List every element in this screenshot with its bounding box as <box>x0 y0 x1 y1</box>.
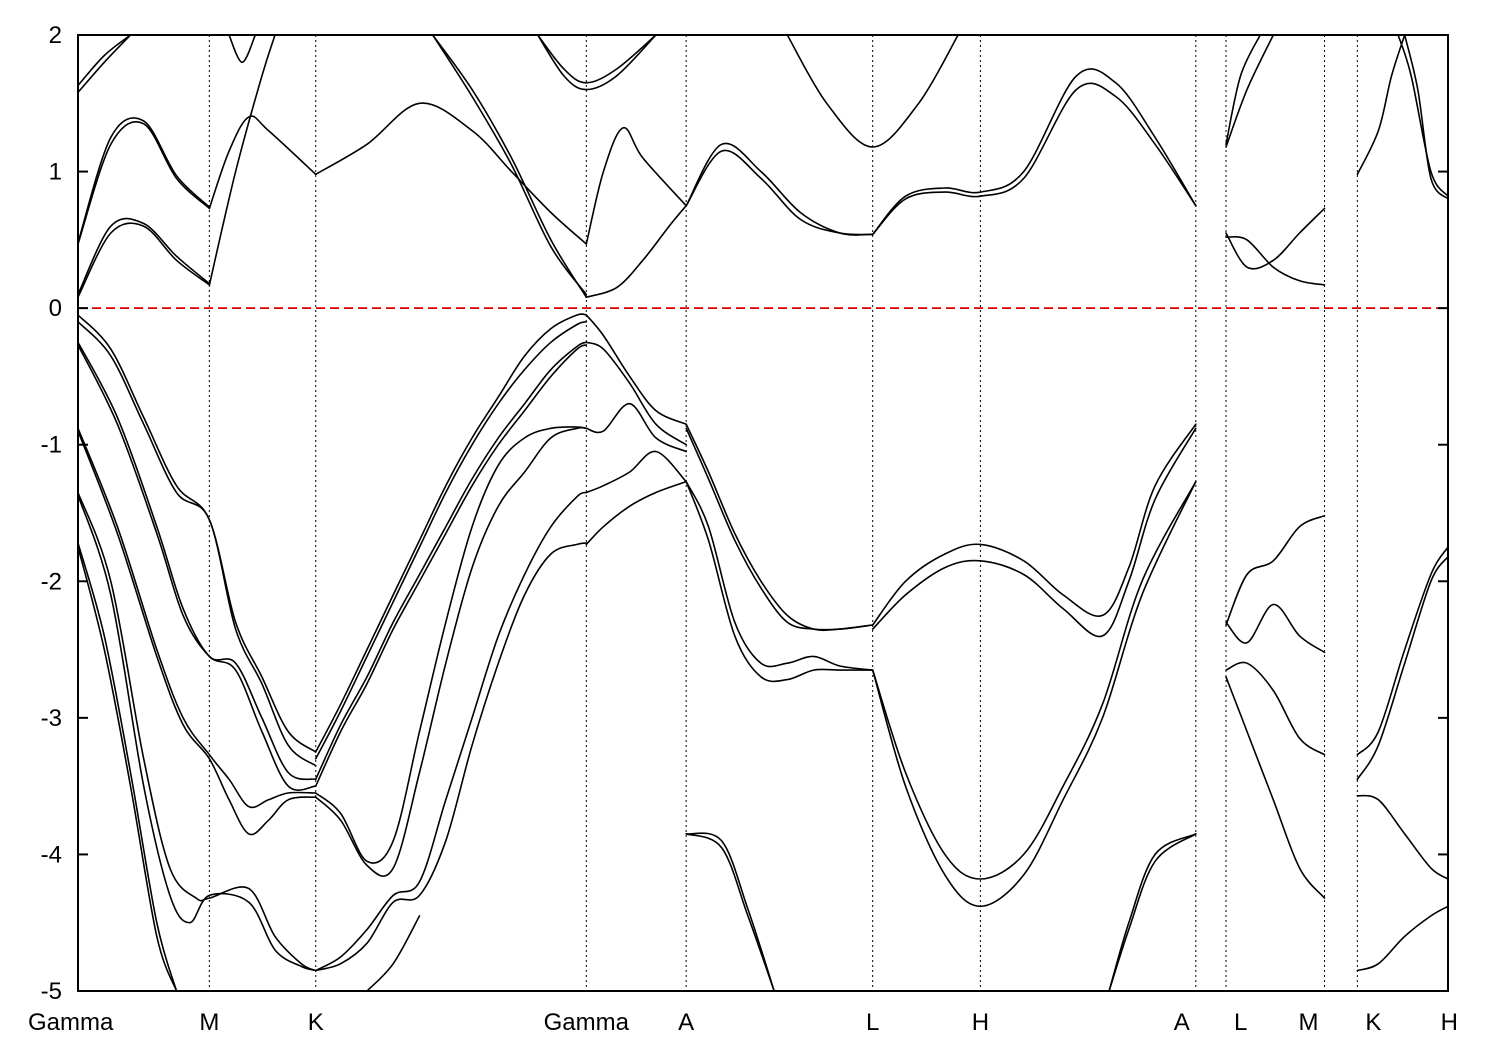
x-tick-label-l: L <box>866 1009 879 1036</box>
band-line-52 <box>314 102 588 245</box>
band-line-8 <box>78 542 178 991</box>
band-line-32 <box>871 480 1197 880</box>
x-tick-label-h: H <box>972 1009 989 1036</box>
band-line-4 <box>78 427 317 809</box>
band-line-38 <box>1225 661 1326 756</box>
band-line-12 <box>314 341 588 781</box>
band-line-47 <box>78 117 211 244</box>
band-line-44 <box>78 222 211 298</box>
band-line-18 <box>366 915 421 991</box>
x-axis: Gamma M K Gamma A L H A L M K H <box>28 1009 1458 1036</box>
band-line-62 <box>786 35 959 148</box>
band-line-11 <box>314 321 588 760</box>
band-line-49 <box>78 35 132 87</box>
band-line-23 <box>585 480 687 546</box>
band-line-67 <box>1225 207 1326 270</box>
band-line-60 <box>685 149 874 236</box>
band-line-0 <box>78 314 317 753</box>
band-line-50 <box>208 35 276 286</box>
band-line-7 <box>78 494 317 972</box>
band-line-37 <box>1225 603 1326 654</box>
band-line-10 <box>314 313 588 753</box>
y-tick-label: 2 <box>49 22 62 49</box>
band-line-65 <box>1225 35 1275 148</box>
y-tick-label: -1 <box>41 432 62 459</box>
band-line-51 <box>208 115 317 210</box>
band-line-55 <box>431 35 588 296</box>
band-line-53 <box>228 35 257 64</box>
band-line-28 <box>685 832 775 991</box>
band-line-57 <box>536 35 657 84</box>
band-line-20 <box>585 341 687 446</box>
y-axis: -5 -4 -3 -2 -1 0 1 2 <box>41 22 1448 1005</box>
x-tick-label-h: H <box>1441 1009 1458 1036</box>
band-line-27 <box>685 480 874 683</box>
plot-frame <box>77 34 1449 992</box>
band-line-58 <box>585 127 687 245</box>
band-line-25 <box>685 427 874 631</box>
band-line-61 <box>685 142 874 236</box>
band-line-71 <box>1403 35 1448 200</box>
band-line-14 <box>314 426 588 864</box>
band-lines <box>78 35 1448 991</box>
band-line-59 <box>585 204 687 298</box>
band-line-15 <box>314 426 588 877</box>
band-line-3 <box>78 344 317 791</box>
band-line-21 <box>585 402 687 453</box>
x-tick-label-gamma: Gamma <box>28 1009 114 1036</box>
band-line-54 <box>431 35 588 298</box>
band-line-43 <box>1356 905 1448 972</box>
band-line-66 <box>1225 35 1261 146</box>
band-line-48 <box>78 35 132 94</box>
band-line-45 <box>78 217 211 296</box>
band-line-13 <box>314 344 588 787</box>
band-line-26 <box>685 480 874 671</box>
band-line-70 <box>1397 35 1448 197</box>
band-line-39 <box>1225 676 1326 899</box>
band-line-40 <box>1356 546 1448 756</box>
x-tick-label-a: A <box>678 1009 694 1036</box>
x-tick-label-k: K <box>1365 1009 1381 1036</box>
y-tick-label: -5 <box>41 978 62 1005</box>
band-line-19 <box>585 314 687 425</box>
band-line-33 <box>871 480 1197 908</box>
band-line-41 <box>1356 555 1448 781</box>
band-line-36 <box>1225 514 1326 626</box>
band-line-1 <box>78 321 317 767</box>
high-symmetry-lines <box>208 35 1358 991</box>
y-tick-label: -2 <box>41 568 62 595</box>
band-line-29 <box>685 833 775 991</box>
band-line-5 <box>78 430 317 836</box>
band-line-34 <box>1108 833 1197 991</box>
x-tick-label-k: K <box>308 1009 324 1036</box>
band-line-69 <box>1356 35 1406 176</box>
band-line-16 <box>314 491 588 972</box>
band-line-17 <box>314 542 588 972</box>
band-line-22 <box>585 450 687 494</box>
band-line-64 <box>871 68 1197 236</box>
band-line-24 <box>685 423 874 632</box>
band-line-31 <box>871 427 1197 638</box>
x-tick-label-l: L <box>1234 1009 1247 1036</box>
band-line-35 <box>1108 833 1197 991</box>
y-tick-label: -3 <box>41 705 62 732</box>
x-tick-label-a: A <box>1174 1009 1190 1036</box>
y-tick-label: -4 <box>41 841 62 868</box>
band-line-46 <box>78 120 211 245</box>
x-tick-label-gamma: Gamma <box>544 1009 630 1036</box>
band-line-2 <box>78 341 317 781</box>
x-tick-label-m: M <box>199 1009 219 1036</box>
band-line-9 <box>78 546 178 991</box>
band-line-68 <box>1225 235 1326 286</box>
band-line-6 <box>78 491 317 972</box>
x-tick-label-m: M <box>1299 1009 1319 1036</box>
y-tick-label: 0 <box>49 295 62 322</box>
y-tick-label: 1 <box>49 159 62 186</box>
band-line-56 <box>536 35 657 91</box>
band-line-63 <box>871 82 1197 236</box>
band-line-42 <box>1356 794 1448 880</box>
band-line-30 <box>871 423 1197 626</box>
